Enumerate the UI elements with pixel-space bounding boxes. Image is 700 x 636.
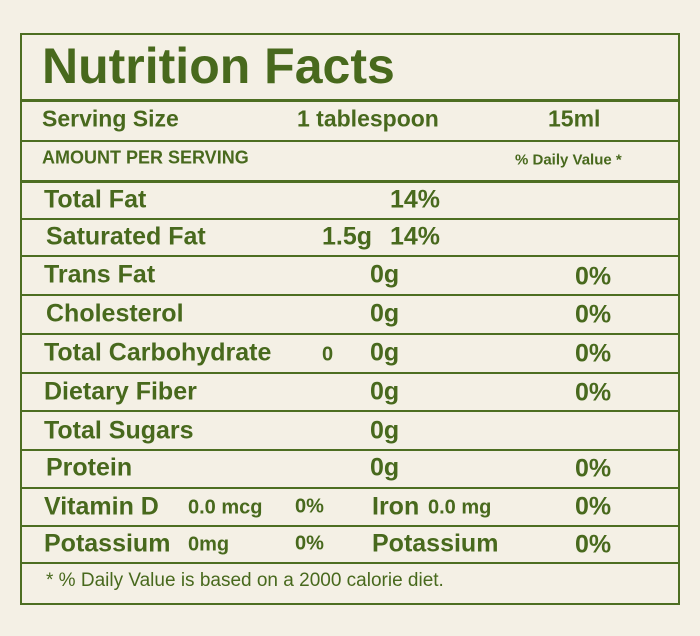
divider xyxy=(22,410,678,412)
nutrient: Protein xyxy=(46,453,133,482)
divider xyxy=(22,449,678,451)
amount: 0g xyxy=(370,260,400,289)
daily-value: 0% xyxy=(575,300,612,329)
daily-value: 0% xyxy=(295,532,324,555)
daily-value: 0% xyxy=(575,262,612,291)
daily-value: 0% xyxy=(575,339,612,368)
amount-header: AMOUNT PER SERVING xyxy=(42,147,249,168)
daily-value: 0% xyxy=(575,530,612,559)
nutrient: Potassium xyxy=(372,529,499,558)
divider xyxy=(22,525,678,527)
divider xyxy=(22,140,678,142)
nutrient: Iron xyxy=(372,492,420,521)
divider xyxy=(22,333,678,335)
nutrient: Potassium xyxy=(44,529,171,558)
title: Nutrition Facts xyxy=(42,38,395,94)
amount: 0g xyxy=(370,416,400,445)
divider xyxy=(22,99,678,102)
divider xyxy=(22,294,678,296)
nutrient: Trans Fat xyxy=(44,260,156,289)
nutrient: Total Sugars xyxy=(44,416,194,445)
amount: 0 xyxy=(322,343,334,366)
daily-value: 0% xyxy=(295,495,324,518)
serving-volume: 15ml xyxy=(548,105,601,132)
amount: 0g xyxy=(370,299,400,328)
footnote: * % Daily Value is based on a 2000 calor… xyxy=(46,570,444,591)
serving-label: Serving Size xyxy=(42,105,179,132)
amount: 0mg xyxy=(188,533,230,556)
amount: 1.5g xyxy=(322,222,373,251)
nutrient: Total Fat xyxy=(44,185,147,214)
divider xyxy=(22,487,678,489)
divider xyxy=(22,218,678,220)
nutrient: Saturated Fat xyxy=(46,222,206,251)
divider xyxy=(22,372,678,374)
amount: 0g xyxy=(370,338,400,367)
daily-value: 0% xyxy=(575,454,612,483)
amount: 0.0 mcg xyxy=(188,496,263,519)
dv-header: % Daily Value * xyxy=(515,151,622,169)
nutrient: Vitamin D xyxy=(44,492,159,521)
serving-amount: 1 tablespoon xyxy=(297,105,439,132)
daily-value: 14% xyxy=(390,185,441,214)
amount: 0g xyxy=(370,377,400,406)
divider xyxy=(22,562,678,564)
nutrient: Total Carbohydrate xyxy=(44,338,272,367)
divider xyxy=(22,255,678,257)
nutrient: Cholesterol xyxy=(46,299,184,328)
amount: 0.0 mg xyxy=(428,496,492,519)
nutrient: Dietary Fiber xyxy=(44,377,197,406)
daily-value: 0% xyxy=(575,378,612,407)
daily-value: 0% xyxy=(575,492,612,521)
label-border xyxy=(20,33,680,605)
amount: 0g xyxy=(370,453,400,482)
daily-value: 14% xyxy=(390,222,441,251)
divider xyxy=(22,180,678,183)
